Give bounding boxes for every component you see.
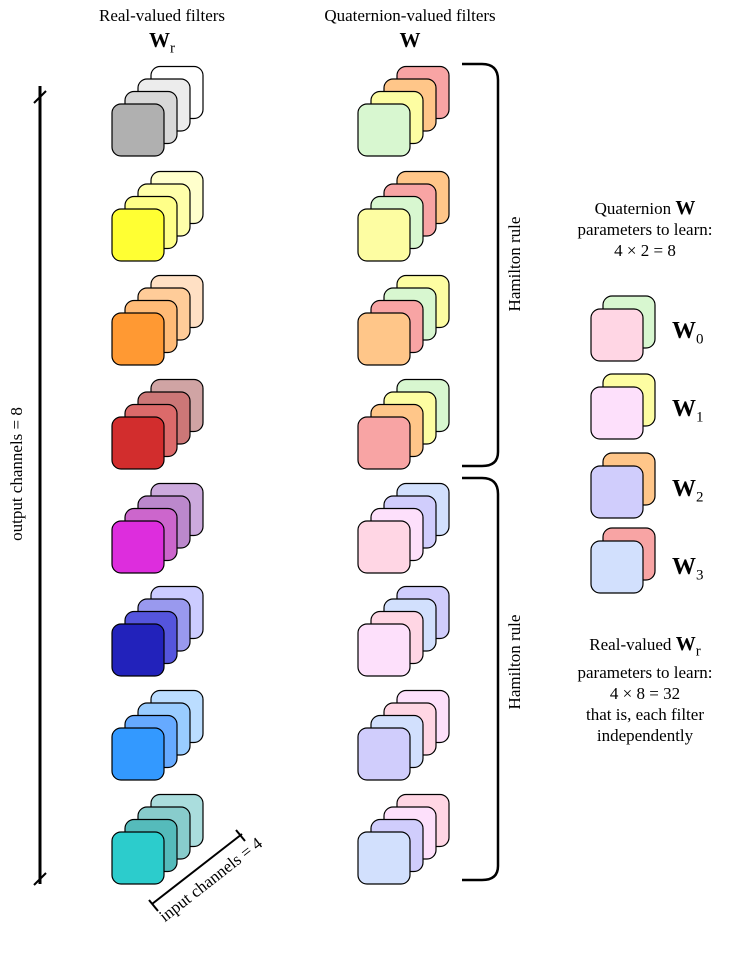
real-info-symbol: W — [675, 633, 696, 655]
quaternion-filter-stack-1-channel-0 — [357, 103, 411, 157]
real-info-line5: independently — [596, 726, 694, 746]
quaternion-filter-stack-4-channel-0 — [357, 416, 411, 470]
quaternion-filter-stack-5-channel-0 — [357, 520, 411, 574]
real-filter-stack-5 — [111, 482, 204, 574]
quaternion-filter-stack-6 — [357, 585, 450, 677]
real-filter-stack-1 — [111, 65, 204, 157]
legend-filter-pair-w1 — [590, 373, 656, 440]
real-symbol-main: W — [149, 28, 170, 52]
quaternion-filter-stack-2-channel-0 — [357, 208, 411, 262]
legend-filter-pair-w2-channel-0 — [590, 465, 644, 519]
legend-filter-pair-w0 — [590, 295, 656, 362]
real-info-line2: parameters to learn: — [577, 663, 713, 683]
quaternion-info-symbol: W — [675, 197, 696, 219]
legend-filter-pair-w2 — [590, 452, 656, 519]
quaternion-filter-stack-7-channel-0 — [357, 727, 411, 781]
legend-filter-pair-w3-channel-0 — [590, 540, 644, 594]
real-filter-stack-4-channel-0 — [111, 416, 165, 470]
output-channels-axis — [33, 86, 47, 886]
quaternion-info-line2: parameters to learn: — [577, 220, 713, 239]
real-filter-stack-1-channel-0 — [111, 103, 165, 157]
real-filter-column — [111, 65, 204, 885]
brace-lower — [462, 476, 500, 882]
real-filter-stack-6 — [111, 585, 204, 677]
real-filter-stack-7 — [111, 689, 204, 781]
real-filters-title: Real-valued filters — [98, 6, 226, 25]
quaternion-filter-stack-2 — [357, 170, 450, 262]
real-filters-symbol: Wr — [112, 28, 212, 57]
quaternion-filter-stack-7 — [357, 689, 450, 781]
legend-filter-pair-w3 — [590, 527, 656, 594]
legend-label-w3: W3 — [672, 554, 704, 584]
quaternion-info-line3: 4 × 2 = 8 — [614, 241, 676, 260]
real-info-line1: Real-valued Wr — [560, 634, 730, 662]
quaternion-filter-stack-4 — [357, 378, 450, 470]
real-filter-stack-3 — [111, 274, 204, 366]
quaternion-filters-symbol: W — [399, 28, 421, 52]
real-filter-stack-8 — [111, 793, 204, 885]
hamilton-rule-lower-label: Hamilton rule — [505, 614, 524, 710]
real-filter-stack-5-channel-0 — [111, 520, 165, 574]
quaternion-filter-stack-6-channel-0 — [357, 623, 411, 677]
quaternion-filters-title: Quaternion-valued filters — [324, 6, 496, 25]
quaternion-info: Quaternion W parameters to learn: 4 × 2 … — [560, 198, 730, 261]
quaternion-filter-stack-1 — [357, 65, 450, 157]
legend-label-w0: W0 — [672, 318, 704, 348]
real-info-subscript: r — [695, 643, 701, 660]
real-filter-stack-4 — [111, 378, 204, 470]
quaternion-filter-stack-8-channel-0 — [357, 831, 411, 885]
quaternion-info-line1: Quaternion W — [560, 198, 730, 219]
real-filter-stack-2-channel-0 — [111, 208, 165, 262]
real-info-line4: that is, each filter — [585, 705, 704, 725]
brace-upper — [462, 62, 500, 468]
quaternion-filter-stack-3 — [357, 274, 450, 366]
legend-label-w2: W2 — [672, 476, 704, 506]
real-filter-stack-6-channel-0 — [111, 623, 165, 677]
legend-filter-pairs — [590, 295, 656, 594]
input-channels-axis — [148, 829, 246, 912]
quaternion-filter-stack-8 — [357, 793, 450, 885]
real-info-prefix: Real-valued — [589, 635, 676, 654]
quaternion-filter-stack-3-channel-0 — [357, 312, 411, 366]
quaternion-info-prefix: Quaternion — [594, 199, 676, 218]
hamilton-rule-upper-label: Hamilton rule — [505, 216, 524, 312]
quaternion-filter-column — [357, 65, 450, 885]
legend-filter-pair-w1-channel-0 — [590, 386, 644, 440]
real-info-line3: 4 × 8 = 32 — [609, 684, 681, 704]
output-channels-label: output channels = 8 — [7, 407, 26, 541]
legend-label-w1: W1 — [672, 396, 704, 426]
legend-filter-pair-w0-channel-0 — [590, 308, 644, 362]
real-filter-stack-3-channel-0 — [111, 312, 165, 366]
real-info: Real-valued Wr parameters to learn: 4 × … — [560, 634, 730, 746]
real-filter-stack-8-channel-0 — [111, 831, 165, 885]
real-filter-stack-2 — [111, 170, 204, 262]
real-symbol-subscript: r — [170, 40, 175, 57]
real-filter-stack-7-channel-0 — [111, 727, 165, 781]
quaternion-filter-stack-5 — [357, 482, 450, 574]
